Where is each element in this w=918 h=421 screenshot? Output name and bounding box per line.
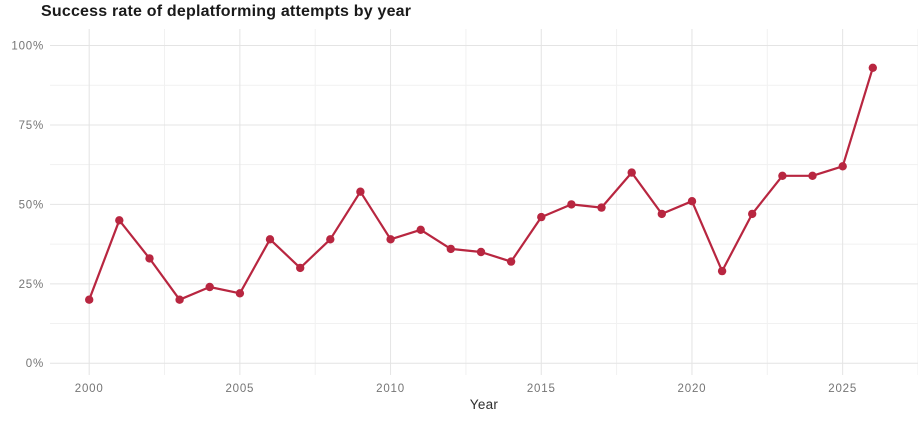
x-tick-label: 2015 [527,383,556,395]
data-point-2012 [446,244,455,254]
data-point-2007 [296,263,305,273]
data-point-2021 [717,266,727,276]
data-point-2022 [748,209,757,219]
x-tick-label: 2025 [828,383,857,395]
data-point-2017 [597,203,606,212]
data-point-2015 [537,212,546,222]
y-tick-label: 75% [19,120,44,132]
data-point-2004 [205,282,214,292]
x-tick-label: 2010 [376,383,405,395]
data-point-2008 [326,235,335,244]
y-tick-label: 0% [26,358,44,370]
data-point-2003 [175,295,184,304]
data-point-2025 [838,162,847,171]
data-point-2023 [778,171,787,180]
data-point-2002 [145,254,154,263]
data-point-2020 [687,197,697,206]
data-point-2006 [265,235,275,244]
data-point-2018 [627,168,636,177]
data-point-2000 [85,295,94,304]
data-point-2010 [386,235,395,244]
x-tick-label: 2005 [225,383,254,395]
y-tick-label: 50% [19,199,44,211]
data-point-2013 [476,247,486,257]
data-point-2011 [416,225,425,234]
data-point-2016 [567,200,576,209]
x-tick-label: 2000 [75,383,104,395]
data-point-2005 [235,289,245,298]
series-line [88,66,874,301]
data-point-2019 [657,209,666,219]
data-point-2001 [115,216,124,225]
data-point-2009 [356,187,365,196]
y-tick-label: 100% [11,41,44,53]
data-point-2026 [868,63,877,72]
y-tick-label: 25% [19,279,44,291]
x-tick-label: 2020 [678,383,707,395]
data-point-2014 [506,257,516,266]
data-point-2024 [808,171,817,180]
x-axis-label: Year [469,397,499,412]
chart-title: Success rate of deplatforming attempts b… [41,3,412,20]
